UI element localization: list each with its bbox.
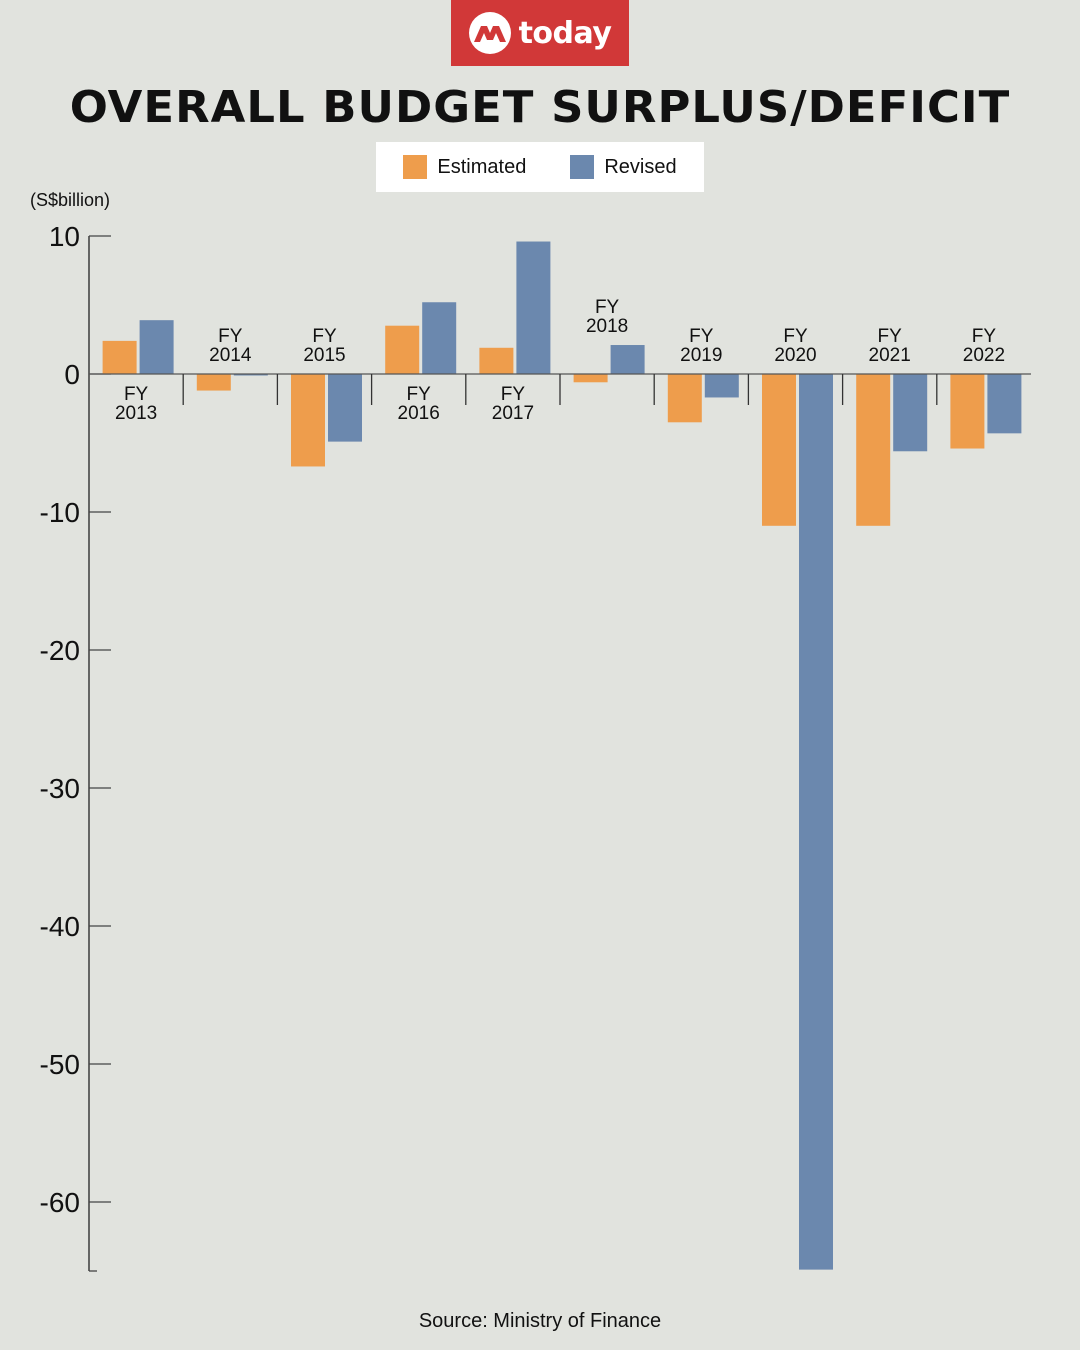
bar-estimated [196,374,231,391]
bar-revised [893,374,928,452]
bar-estimated [762,374,796,526]
bar-estimated [667,374,702,423]
bar-revised [799,374,833,1270]
category-label: FY 2017 [492,384,534,424]
bar-revised [516,241,551,374]
legend: Estimated Revised [376,142,704,192]
bar-estimated [385,325,420,374]
legend-label-estimated: Estimated [437,155,527,178]
brand-logo: today [451,0,629,66]
bar-revised [328,374,362,442]
y-tick-label: -60 [40,1187,80,1218]
source-note: Source: Ministry of Finance [418,1310,662,1332]
category-label: FY 2014 [209,326,252,366]
y-tick-label: -50 [40,1049,80,1080]
legend-item-estimated: Estimated [403,155,526,179]
bar-revised [610,345,645,374]
y-tick-label: 0 [64,359,80,390]
chart-title: OVERALL BUDGET SURPLUS/DEFICIT [69,82,1011,133]
category-label: FY 2013 [115,384,157,424]
y-tick-label: -40 [40,911,80,942]
bar-revised [233,374,268,376]
bar-estimated [573,374,608,383]
y-tick-label: -10 [40,497,80,528]
y-tick-label: -20 [40,635,80,666]
today-logo-icon [468,12,511,54]
bar-estimated [102,340,137,374]
legend-swatch-revised [570,155,595,179]
category-label: FY 2020 [774,326,816,366]
bar-estimated [856,374,891,526]
bar-revised [704,374,739,398]
bar-estimated [291,374,325,467]
category-label: FY 2021 [869,326,911,366]
brand-name: today [518,15,612,51]
y-axis-unit-label: (S$billion) [30,190,111,210]
bar-revised [139,320,174,374]
legend-swatch-estimated [403,155,428,179]
bar-estimated [950,374,985,449]
category-label: FY 2016 [398,384,440,424]
y-tick-label: -30 [40,773,80,804]
legend-item-revised: Revised [570,155,677,179]
category-label: FY 2019 [680,326,722,366]
bar-estimated [479,347,514,374]
category-label: FY 2018 [586,297,628,337]
legend-label-revised: Revised [604,155,677,178]
bar-revised [422,302,457,374]
category-label: FY 2015 [303,326,345,366]
bar-revised [987,374,1022,434]
category-label: FY 2022 [963,326,1005,366]
y-tick-label: 10 [49,221,80,252]
